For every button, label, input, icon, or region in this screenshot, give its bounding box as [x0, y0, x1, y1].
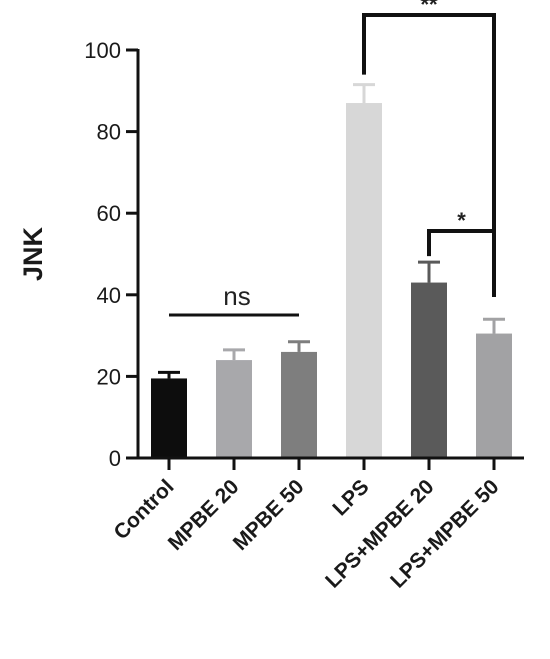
single-star-bracket	[427, 229, 496, 257]
y-axis-label: JNK	[18, 226, 48, 281]
bar	[411, 282, 447, 458]
y-tick-label: 20	[97, 364, 121, 389]
significance-annotations: ns***	[169, 0, 496, 317]
significance-label: **	[420, 0, 438, 17]
bar	[476, 333, 512, 458]
y-axis: 0 20 40 60 80 100	[84, 38, 140, 471]
y-tick-label: 0	[109, 446, 121, 471]
bar	[151, 378, 187, 458]
y-tick-label: 40	[97, 283, 121, 308]
bar	[216, 360, 252, 458]
ns-label: ns	[223, 281, 250, 311]
y-tick-label: 100	[84, 38, 121, 63]
bar	[346, 103, 382, 458]
y-tick-label: 80	[97, 120, 121, 145]
x-tick-label: MPBE 20	[164, 475, 244, 555]
bar	[281, 351, 317, 458]
significance-label: *	[457, 208, 466, 233]
double-star-bracket	[362, 13, 496, 297]
x-tick-label: LPS	[328, 475, 373, 520]
bars	[151, 83, 512, 458]
y-tick-label: 60	[97, 201, 121, 226]
x-tick-label: MPBE 50	[229, 475, 309, 555]
